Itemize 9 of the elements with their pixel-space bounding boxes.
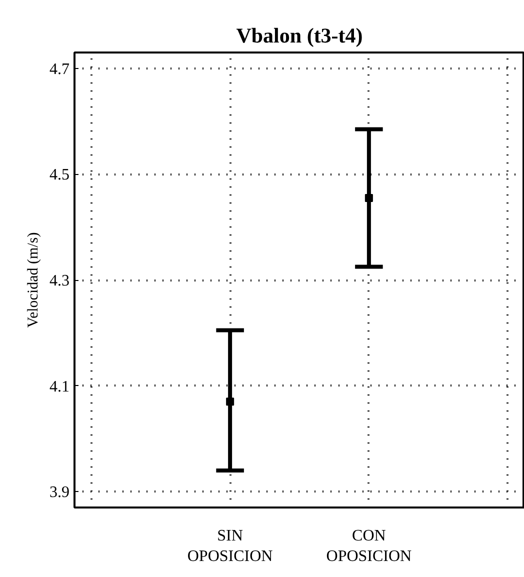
chart-title: Vbalon (t3-t4): [236, 24, 363, 48]
y-tick-label: 3.9: [50, 484, 70, 502]
x-tick-label: CON OPOSICION: [326, 528, 412, 565]
y-tick-label: 4.7: [50, 60, 70, 78]
y-axis-title: Velocidad (m/s): [26, 232, 42, 328]
y-tick-label: 4.1: [50, 378, 70, 396]
x-tick-label: SIN OPOSICION: [187, 528, 274, 565]
y-tick-label: 4.5: [50, 166, 70, 184]
y-tick-label: 4.3: [50, 272, 70, 290]
